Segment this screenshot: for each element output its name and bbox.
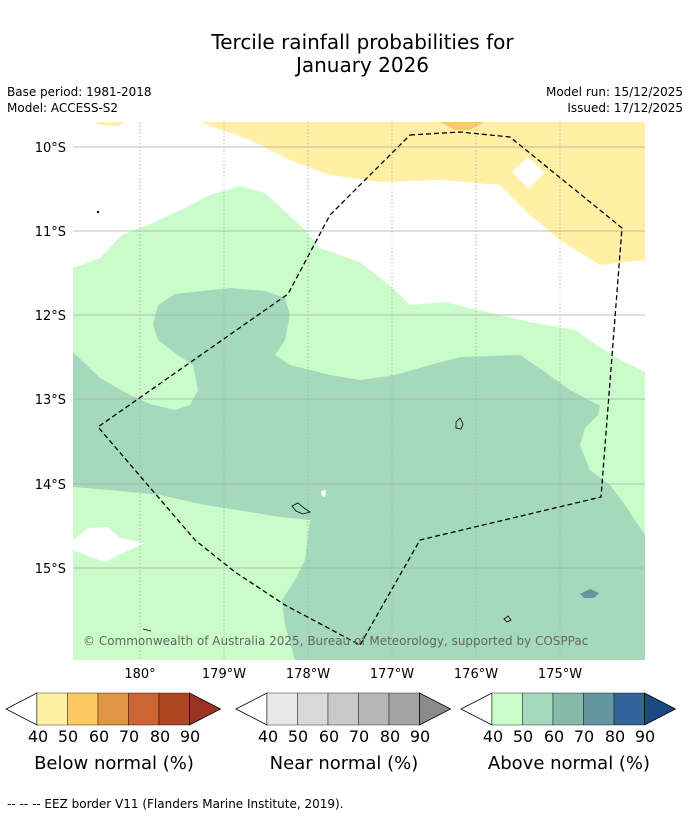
cb-tick: 60: [543, 727, 565, 746]
colorbar-label-above: Above normal (%): [487, 753, 651, 774]
model-run: Model run: 15/12/2025: [545, 85, 683, 99]
lat-label: 12°S: [35, 309, 66, 324]
lon-label: 177°W: [370, 667, 414, 682]
below-normal-40-region: [200, 122, 645, 265]
cb-tick: 50: [57, 727, 79, 746]
eez-footnote: -- -- -- EEZ border V11 (Flanders Marine…: [7, 797, 344, 811]
lat-label: 14°S: [35, 478, 66, 493]
colorbar-arrow-right: [189, 692, 222, 726]
island-southwest: [142, 628, 152, 632]
colorbar-swatch: [613, 692, 645, 726]
lon-label: 178°W: [286, 667, 330, 682]
meta-right: Model run: 15/12/2025 Issued: 17/12/2025: [546, 84, 683, 116]
island-white-speck: [321, 490, 326, 497]
colorbar-swatch: [158, 692, 190, 726]
title-line-2: January 2026: [295, 53, 430, 77]
colorbar-label-below: Below normal (%): [34, 753, 194, 774]
axis-labels: 10°S 11°S 12°S 13°S 14°S 15°S 180° 179°W…: [35, 141, 583, 682]
meta-left: Base period: 1981-2018 Model: ACCESS-S2: [7, 84, 152, 116]
model-name: Model: ACCESS-S2: [7, 101, 119, 115]
cb-tick: 70: [348, 727, 370, 746]
colorbar-arrow-right: [419, 692, 452, 726]
colorbar-below-normal: [5, 692, 222, 726]
colorbar-swatch: [358, 692, 390, 726]
island-east: [455, 417, 464, 430]
cb-tick: 80: [149, 727, 171, 746]
land-outlines: [96, 210, 512, 632]
colorbar-label-near: Near normal (%): [269, 753, 419, 774]
lat-label: 10°S: [35, 141, 66, 156]
above-normal-50-region: [73, 288, 645, 660]
colorbar-swatch: [128, 692, 160, 726]
colorbar-arrow-right: [644, 692, 677, 726]
below-normal-40-region-small: [95, 122, 125, 126]
lat-label: 13°S: [35, 393, 66, 408]
gridlines: [73, 122, 645, 660]
above-normal-70-spot: [580, 589, 599, 598]
colorbar-arrow-left: [460, 692, 493, 726]
colorbar-arrow-left: [5, 692, 38, 726]
cb-tick: 60: [88, 727, 110, 746]
cb-tick: 40: [257, 727, 279, 746]
map-figure: © Commonwealth of Australia 2025, Bureau…: [35, 122, 645, 682]
white-patch-lower-left: [73, 527, 145, 562]
lon-label: 176°W: [454, 667, 498, 682]
base-period: Base period: 1981-2018: [7, 85, 152, 99]
colorbar-swatch: [583, 692, 615, 726]
colorbar-swatch: [97, 692, 129, 726]
below-normal-50-region: [440, 122, 485, 130]
title-line-1: Tercile rainfall probabilities for: [211, 30, 514, 54]
colorbar-near-normal: [235, 692, 452, 726]
lon-label: 179°W: [202, 667, 246, 682]
lat-label: 11°S: [35, 225, 66, 240]
colorbar-arrow-left: [235, 692, 268, 726]
cb-tick: 70: [573, 727, 595, 746]
cb-tick: 40: [482, 727, 504, 746]
white-gap-in-yellow: [512, 157, 545, 188]
colorbar-swatch: [491, 692, 523, 726]
colorbar-swatch: [388, 692, 420, 726]
colorbar-swatch: [522, 692, 554, 726]
cb-tick: 90: [634, 727, 656, 746]
cb-tick: 60: [318, 727, 340, 746]
colorbar-swatch: [36, 692, 68, 726]
island-central: [291, 502, 311, 515]
colorbar-swatch: [327, 692, 359, 726]
island-south: [503, 615, 512, 623]
colorbar-swatch: [266, 692, 298, 726]
copyright-text: © Commonwealth of Australia 2025, Bureau…: [83, 634, 588, 648]
cb-tick: 50: [512, 727, 534, 746]
map-plot-area: © Commonwealth of Australia 2025, Bureau…: [73, 122, 645, 660]
lat-label: 15°S: [35, 562, 66, 577]
colorbar-swatch: [67, 692, 99, 726]
cb-tick: 70: [118, 727, 140, 746]
cb-tick: 80: [379, 727, 401, 746]
island-dot: [96, 210, 100, 214]
eez-border: [97, 131, 623, 646]
cb-tick: 90: [409, 727, 431, 746]
cb-tick: 50: [287, 727, 309, 746]
colorbar-swatch: [552, 692, 584, 726]
cb-tick: 40: [27, 727, 49, 746]
lon-label: 175°W: [538, 667, 582, 682]
lon-label: 180°: [124, 667, 155, 682]
map-title: Tercile rainfall probabilities for Janua…: [0, 31, 690, 77]
cb-tick: 90: [179, 727, 201, 746]
issued-date: Issued: 17/12/2025: [567, 101, 683, 115]
cb-tick: 80: [604, 727, 626, 746]
colorbar-swatch: [297, 692, 329, 726]
colorbar-above-normal: [460, 692, 677, 726]
